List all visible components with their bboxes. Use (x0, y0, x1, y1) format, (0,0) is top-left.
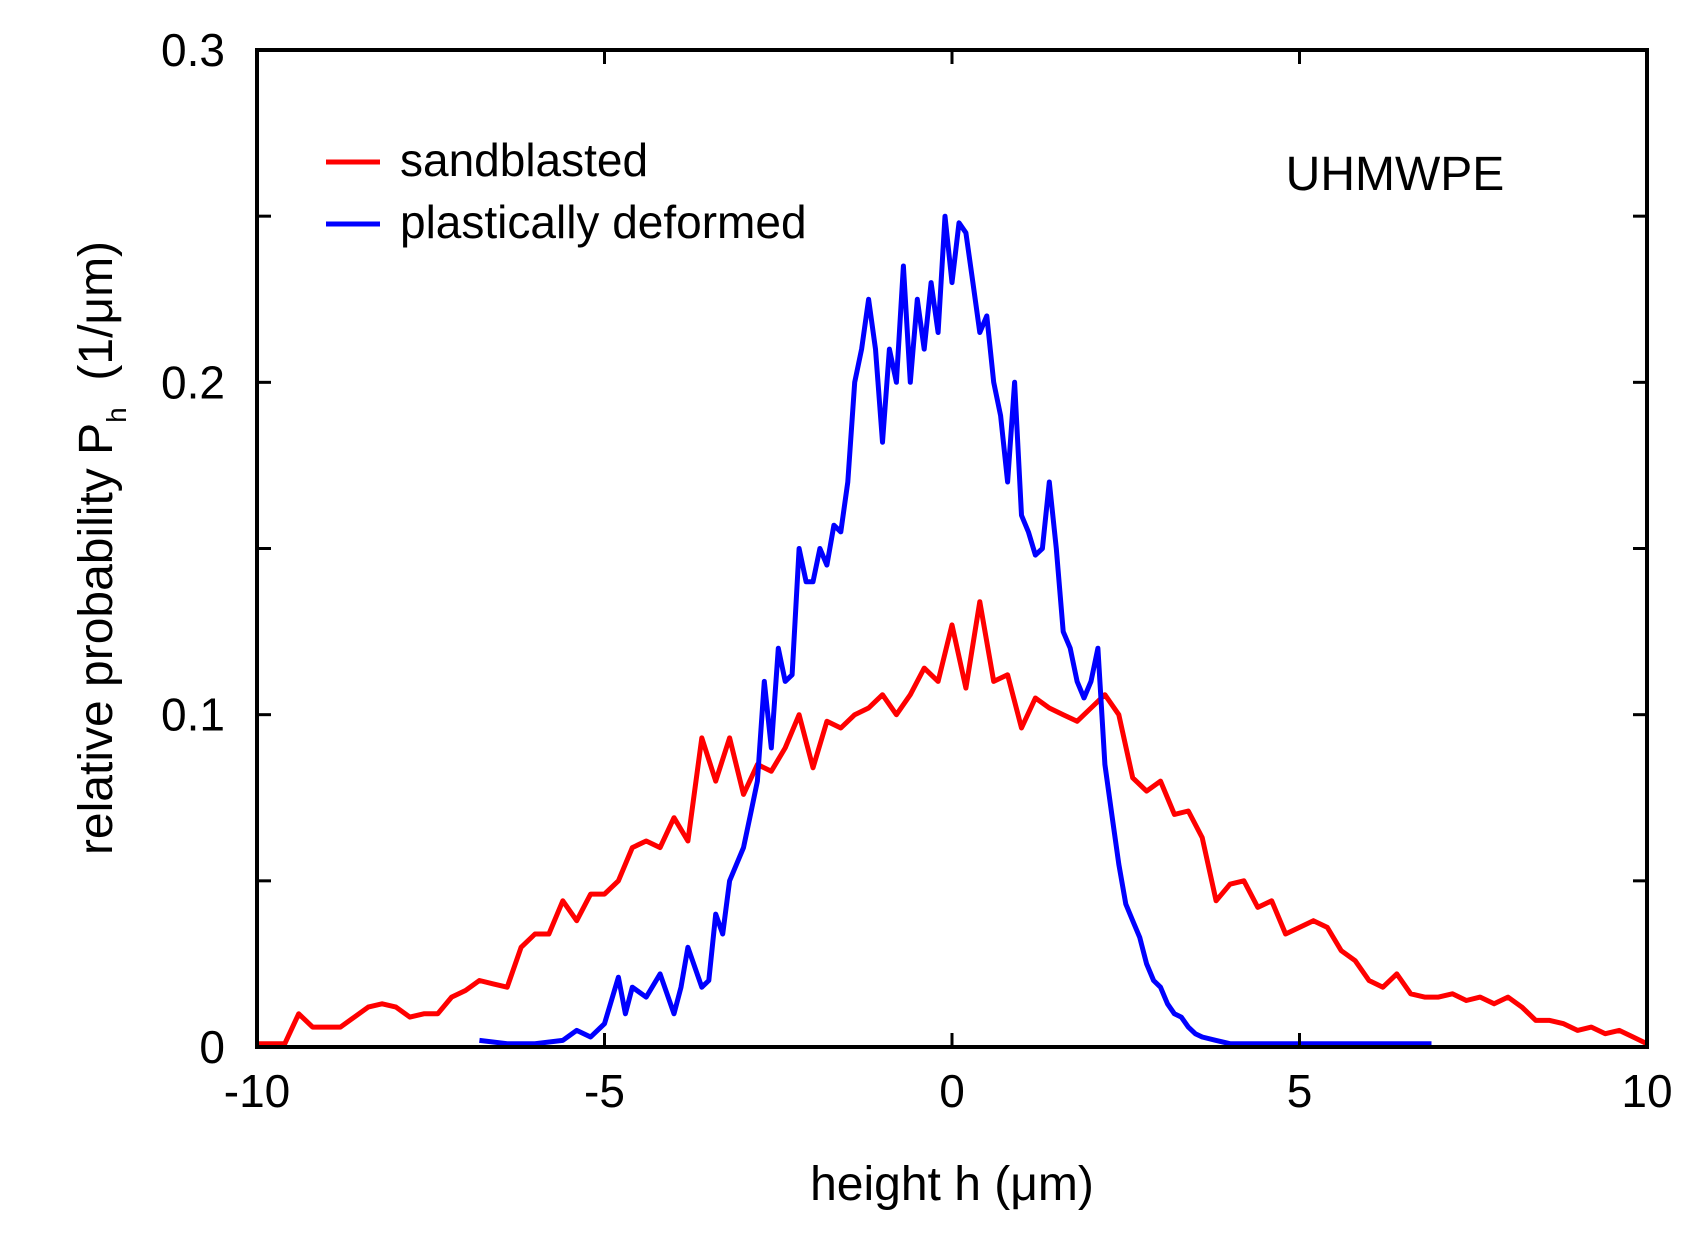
y-tick-label: 0 (199, 1021, 225, 1073)
x-tick-label: 5 (1287, 1065, 1313, 1117)
tick-layer (255, 48, 1649, 1049)
y-axis-label: relative probability Ph (1/μm) (70, 241, 132, 855)
series-line-sandblasted (257, 599, 1649, 1047)
x-tick-label: -10 (224, 1065, 290, 1117)
y-tick-label: 0.3 (161, 24, 225, 76)
tick-label-layer: -10 -5 0 5 10 0 0.1 0.2 0.3 (161, 24, 1673, 1117)
y-tick-label: 0.2 (161, 356, 225, 408)
x-tick-label: -5 (584, 1065, 625, 1117)
series-layer (257, 213, 1649, 1047)
legend-label-plastically-deformed: plastically deformed (400, 196, 807, 248)
x-axis-label: height h (μm) (810, 1158, 1094, 1211)
y-axis-label-unit: (1/μm) (70, 241, 123, 407)
x-tick-label: 10 (1621, 1065, 1672, 1117)
legend-label-sandblasted: sandblasted (400, 134, 648, 186)
material-annotation: UHMWPE (1286, 148, 1505, 201)
y-axis-label-subscript: h (101, 407, 132, 423)
legend: sandblasted plastically deformed (326, 134, 807, 248)
x-tick-label: 0 (939, 1065, 965, 1117)
series-line-plastically-deformed (479, 213, 1432, 1047)
y-tick-label: 0.1 (161, 689, 225, 741)
y-axis-label-main: relative probability P (70, 423, 123, 855)
